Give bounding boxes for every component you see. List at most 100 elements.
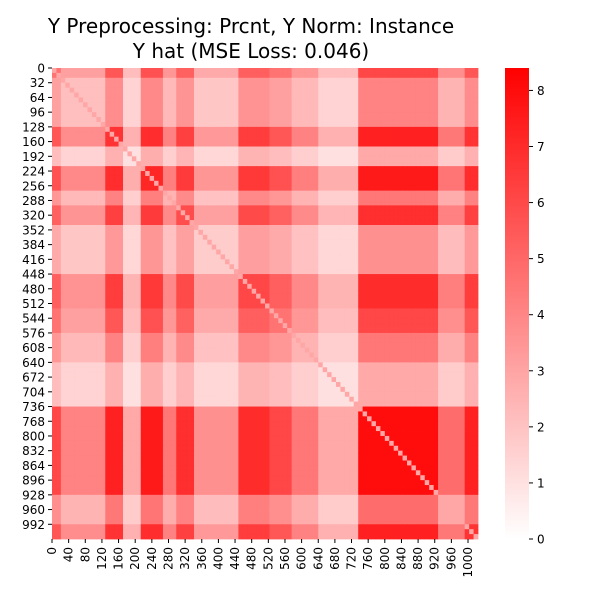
heatmap-cell: [260, 141, 266, 147]
heatmap-cell: [65, 293, 71, 299]
heatmap-cell: [273, 215, 279, 221]
heatmap-cell: [127, 200, 133, 206]
heatmap-cell: [74, 68, 80, 74]
heatmap-cell: [442, 274, 448, 280]
heatmap-cell: [91, 244, 97, 250]
heatmap-cell: [411, 293, 417, 299]
heatmap-cell: [171, 141, 177, 147]
heatmap-cell: [375, 68, 381, 74]
heatmap-cell: [473, 283, 479, 290]
heatmap-cell: [207, 288, 213, 295]
heatmap-cell: [433, 249, 439, 255]
heatmap-cell: [109, 92, 115, 98]
heatmap-cell: [78, 278, 84, 285]
heatmap-cell: [149, 220, 155, 226]
heatmap-cell: [336, 72, 341, 79]
heatmap-cell: [331, 200, 337, 206]
heatmap-cell: [313, 102, 319, 108]
heatmap-cell: [96, 117, 102, 123]
heatmap-cell: [446, 269, 452, 275]
heatmap-cell: [269, 308, 275, 314]
heatmap-cell: [304, 131, 310, 138]
heatmap-cell: [189, 72, 195, 79]
heatmap-cell: [389, 308, 395, 314]
heatmap-cell: [194, 161, 199, 167]
heatmap-cell: [83, 303, 88, 309]
heatmap-cell: [402, 97, 408, 103]
heatmap-cell: [136, 234, 142, 241]
heatmap-cell: [202, 112, 208, 118]
heatmap-cell: [407, 264, 412, 270]
heatmap-cell: [415, 146, 421, 152]
heatmap-cell: [238, 298, 244, 304]
heatmap-cell: [145, 131, 151, 138]
heatmap-cell: [78, 313, 84, 319]
heatmap-cell: [180, 185, 186, 192]
heatmap-cell: [140, 200, 146, 206]
heatmap-cell: [251, 136, 257, 142]
heatmap-cell: [340, 298, 346, 304]
heatmap-cell: [336, 274, 341, 280]
heatmap-cell: [375, 131, 381, 138]
heatmap-cell: [287, 161, 293, 167]
heatmap-cell: [446, 92, 452, 98]
heatmap-cell: [411, 313, 417, 319]
heatmap-cell: [149, 121, 155, 128]
heatmap-cell: [300, 112, 306, 118]
heatmap-cell: [398, 92, 403, 98]
heatmap-cell: [371, 102, 377, 108]
heatmap-cell: [65, 303, 71, 309]
heatmap-cell: [367, 264, 372, 270]
heatmap-cell: [429, 303, 435, 309]
heatmap-cell: [331, 205, 337, 211]
heatmap-cell: [362, 161, 368, 167]
heatmap-cell: [380, 112, 386, 118]
heatmap-cell: [344, 136, 350, 142]
heatmap-cell: [131, 293, 137, 299]
heatmap-cell: [225, 180, 230, 187]
heatmap-cell: [344, 151, 350, 157]
heatmap-cell: [127, 229, 133, 236]
heatmap-cell: [171, 126, 177, 133]
heatmap-cell: [220, 274, 226, 280]
heatmap-cell: [451, 283, 457, 290]
heatmap-cell: [52, 200, 57, 206]
heatmap-cell: [269, 249, 275, 255]
heatmap-cell: [398, 190, 403, 196]
heatmap-cell: [202, 278, 208, 285]
heatmap-cell: [429, 136, 435, 142]
heatmap-cell: [300, 215, 306, 221]
heatmap-cell: [367, 205, 372, 211]
heatmap-cell: [100, 190, 106, 196]
heatmap-cell: [451, 92, 457, 98]
heatmap-cell: [127, 249, 133, 255]
heatmap-cell: [220, 112, 226, 118]
heatmap-cell: [225, 234, 230, 241]
heatmap-cell: [238, 97, 244, 103]
heatmap-cell: [158, 215, 164, 221]
heatmap-cell: [109, 200, 115, 206]
heatmap-cell: [96, 77, 102, 84]
heatmap-cell: [216, 264, 222, 270]
heatmap-cell: [442, 318, 448, 324]
heatmap-cell: [438, 136, 443, 142]
heatmap-cell: [287, 195, 293, 201]
heatmap-cell: [52, 77, 57, 84]
heatmap-cell: [118, 117, 124, 123]
heatmap-cell: [469, 313, 474, 319]
heatmap-cell: [238, 293, 244, 299]
heatmap-cell: [464, 161, 470, 167]
heatmap-cell: [60, 151, 66, 157]
heatmap-cell: [83, 72, 88, 79]
heatmap-cell: [460, 121, 466, 128]
heatmap-cell: [438, 121, 443, 128]
heatmap-cell: [358, 102, 364, 108]
heatmap-cell: [278, 249, 284, 255]
heatmap-cell: [60, 303, 66, 309]
heatmap-cell: [202, 200, 208, 206]
heatmap-cell: [56, 68, 62, 74]
heatmap-cell: [140, 190, 146, 196]
heatmap-cell: [78, 318, 84, 324]
heatmap-cell: [123, 225, 128, 231]
